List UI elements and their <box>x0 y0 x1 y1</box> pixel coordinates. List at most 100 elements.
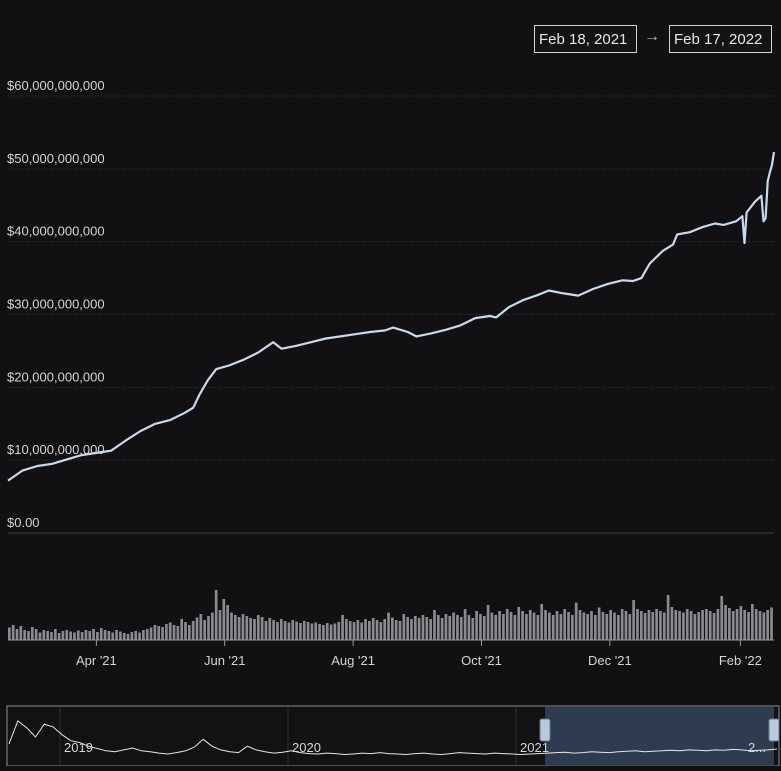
volume-bar <box>509 612 513 640</box>
volume-bar <box>203 620 207 640</box>
volume-bar <box>230 612 233 640</box>
volume-bar <box>103 630 107 640</box>
x-tick-label: Aug '21 <box>331 653 375 668</box>
volume-bar <box>256 615 260 640</box>
navigator-handle[interactable] <box>539 718 551 742</box>
volume-bar <box>590 611 593 640</box>
volume-bar <box>716 609 720 640</box>
volume-bar <box>498 611 501 640</box>
volume-bar <box>655 609 658 640</box>
volume-bar <box>318 624 321 640</box>
volume-bar <box>632 600 635 640</box>
volume-bar <box>429 619 432 640</box>
volume-bar <box>337 622 341 640</box>
volume-bar <box>701 610 704 640</box>
range-end-input[interactable]: Feb 17, 2022 <box>669 25 772 53</box>
range-arrow-icon: → <box>644 28 660 45</box>
volume-bar <box>739 606 743 640</box>
volume-bar <box>57 633 61 640</box>
volume-bar <box>705 609 708 640</box>
volume-bar <box>651 612 655 640</box>
volume-bar <box>276 622 279 640</box>
volume-bar <box>548 612 551 640</box>
volume-bar <box>130 632 134 640</box>
price-line <box>7 151 776 482</box>
volume-bar <box>712 613 716 640</box>
volume-bar <box>479 614 482 640</box>
volume-bar <box>119 631 122 640</box>
volume-bar <box>410 619 413 640</box>
volume-bar <box>249 618 252 640</box>
volume-bar <box>126 634 130 640</box>
volume-bar <box>540 604 544 640</box>
volume-bar <box>80 632 84 640</box>
volume-bar <box>322 625 325 640</box>
volume-bar <box>99 628 103 640</box>
volume-bar <box>616 615 620 640</box>
volume-bar <box>364 619 367 640</box>
volume-bar <box>574 602 578 640</box>
volume-bar <box>647 610 651 640</box>
volume-bar <box>613 612 616 640</box>
volume-bar <box>299 623 302 640</box>
volume-bar <box>475 611 478 640</box>
volume-bar <box>352 622 356 640</box>
x-tick-label: Oct '21 <box>461 653 502 668</box>
volume-bar <box>161 627 164 640</box>
volume-bar <box>191 621 195 640</box>
volume-bar <box>138 632 141 640</box>
volume-bar <box>601 612 605 640</box>
volume-bar <box>61 631 65 640</box>
volume-bar <box>643 613 647 640</box>
volume-bar <box>149 627 153 640</box>
volume-bar <box>459 617 463 640</box>
range-start-input[interactable]: Feb 18, 2021 <box>534 25 637 53</box>
volume-bar <box>471 618 475 640</box>
volume-bar <box>505 609 509 640</box>
navigator-label: 2019 <box>64 740 93 755</box>
volume-bar <box>391 617 394 640</box>
volume-bar <box>34 629 38 640</box>
volume-bar <box>682 612 685 640</box>
volume-bar <box>697 612 701 640</box>
volume-bar <box>195 617 199 640</box>
volume-bar <box>758 611 762 640</box>
volume-bar <box>394 620 398 640</box>
volume-bar <box>482 616 486 640</box>
volume-bar <box>245 616 249 640</box>
volume-bar <box>184 622 187 640</box>
volume-bar <box>536 615 540 640</box>
volume-bar <box>375 620 379 640</box>
volume-bar <box>241 614 245 640</box>
volume-bar <box>279 619 283 640</box>
volume-bar <box>65 630 69 640</box>
volume-bar <box>494 615 498 640</box>
volume-bar <box>413 616 417 640</box>
range-navigator: 2019 2020 2021 2... <box>6 705 780 767</box>
volume-bar <box>383 619 387 640</box>
volume-bar <box>107 631 111 640</box>
navigator-handle[interactable] <box>768 718 780 742</box>
volume-bar <box>371 618 375 640</box>
volume-bar <box>222 599 226 640</box>
volume-bar <box>188 625 191 640</box>
volume-bar <box>46 631 49 640</box>
volume-bar <box>348 621 352 640</box>
volume-bar <box>329 624 333 640</box>
volume-bar <box>134 631 138 640</box>
navigator-label: 2020 <box>292 740 321 755</box>
volume-bar <box>567 612 570 640</box>
volume-bar <box>685 609 689 640</box>
volume-bar <box>406 617 410 640</box>
volume-bar <box>199 614 203 640</box>
volume-bar <box>593 615 597 640</box>
x-tick-label: Apr '21 <box>76 653 117 668</box>
volume-bar <box>440 618 444 640</box>
volume-bar <box>11 625 15 640</box>
volume-bar <box>544 610 547 640</box>
volume-bar <box>433 610 436 640</box>
volume-bar <box>333 623 337 640</box>
volume-bar <box>268 618 272 640</box>
volume-bar <box>38 632 42 640</box>
